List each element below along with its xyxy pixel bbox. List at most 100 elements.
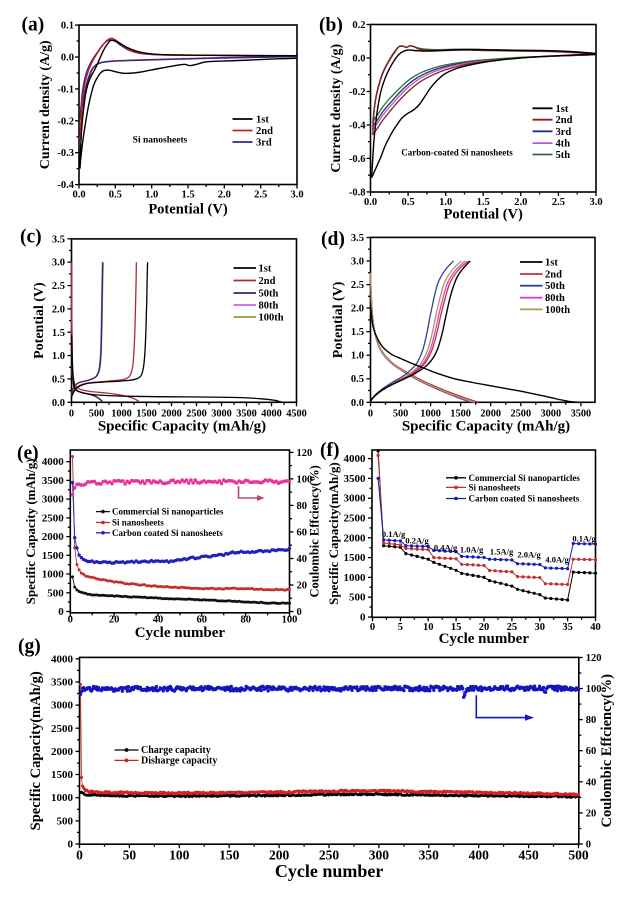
svg-text:Cycle number: Cycle number bbox=[275, 861, 383, 881]
svg-text:80th: 80th bbox=[259, 301, 279, 312]
svg-text:150: 150 bbox=[219, 848, 240, 863]
svg-text:1500: 1500 bbox=[450, 409, 471, 420]
svg-text:(b): (b) bbox=[319, 15, 343, 36]
svg-text:3rd: 3rd bbox=[256, 138, 272, 149]
svg-text:40: 40 bbox=[297, 554, 308, 565]
svg-text:-0.6: -0.6 bbox=[349, 154, 366, 165]
svg-text:4000: 4000 bbox=[344, 453, 367, 465]
svg-text:1.5: 1.5 bbox=[351, 327, 364, 338]
svg-text:1000: 1000 bbox=[51, 792, 74, 804]
svg-text:80: 80 bbox=[297, 501, 308, 512]
svg-text:3000: 3000 bbox=[541, 409, 562, 420]
svg-text:-0.4: -0.4 bbox=[349, 121, 366, 132]
svg-text:Commercial Si nanoparticles: Commercial Si nanoparticles bbox=[112, 507, 224, 517]
svg-text:Charge capacity: Charge capacity bbox=[141, 745, 211, 756]
svg-text:2.5: 2.5 bbox=[52, 281, 65, 292]
svg-text:Coulombic Effciency(%): Coulombic Effciency(%) bbox=[308, 465, 322, 597]
svg-text:20: 20 bbox=[297, 581, 308, 592]
svg-text:100: 100 bbox=[586, 684, 602, 695]
svg-text:0.1: 0.1 bbox=[61, 21, 74, 32]
svg-text:0: 0 bbox=[68, 839, 74, 851]
svg-text:Si nanosheets: Si nanosheets bbox=[133, 136, 188, 146]
svg-text:3000: 3000 bbox=[51, 700, 74, 712]
svg-text:2.5: 2.5 bbox=[254, 190, 267, 201]
svg-text:450: 450 bbox=[518, 848, 539, 863]
svg-text:250: 250 bbox=[319, 848, 340, 863]
svg-text:1000: 1000 bbox=[111, 409, 132, 420]
svg-text:1.0: 1.0 bbox=[145, 190, 158, 201]
svg-text:500: 500 bbox=[349, 592, 366, 604]
svg-text:Specific Capacity (mAh/g): Specific Capacity (mAh/g) bbox=[23, 458, 38, 604]
svg-text:(f): (f) bbox=[320, 440, 339, 461]
svg-text:0.2: 0.2 bbox=[352, 20, 365, 31]
svg-text:2.0A/g: 2.0A/g bbox=[517, 550, 541, 560]
svg-text:Current density (A/g): Current density (A/g) bbox=[329, 43, 344, 172]
svg-text:-0.1: -0.1 bbox=[57, 84, 74, 95]
svg-text:3500: 3500 bbox=[42, 475, 65, 487]
svg-text:500: 500 bbox=[57, 815, 74, 827]
svg-text:0.5: 0.5 bbox=[52, 374, 65, 385]
svg-text:1500: 1500 bbox=[136, 409, 157, 420]
svg-text:0.5: 0.5 bbox=[109, 190, 122, 201]
svg-text:40: 40 bbox=[153, 615, 164, 626]
svg-text:0.5: 0.5 bbox=[351, 374, 364, 385]
svg-text:(e): (e) bbox=[17, 443, 39, 464]
svg-text:120: 120 bbox=[297, 448, 313, 459]
svg-text:300: 300 bbox=[369, 848, 390, 863]
svg-text:40: 40 bbox=[590, 622, 601, 633]
svg-text:2500: 2500 bbox=[186, 409, 207, 420]
svg-text:1500: 1500 bbox=[344, 552, 367, 564]
svg-text:Specific Capacity (mAh/g): Specific Capacity (mAh/g) bbox=[98, 419, 266, 435]
svg-text:0.1A/g: 0.1A/g bbox=[382, 529, 406, 539]
svg-text:30: 30 bbox=[535, 622, 546, 633]
svg-text:1.5: 1.5 bbox=[181, 190, 194, 201]
svg-text:0: 0 bbox=[69, 409, 74, 420]
svg-text:Coulombic Effciency(%): Coulombic Effciency(%) bbox=[599, 674, 615, 828]
svg-text:2.0: 2.0 bbox=[218, 190, 231, 201]
svg-text:0.0: 0.0 bbox=[351, 398, 364, 409]
svg-text:3.5: 3.5 bbox=[52, 234, 65, 245]
svg-text:2000: 2000 bbox=[344, 532, 367, 544]
svg-text:2500: 2500 bbox=[344, 513, 367, 525]
svg-text:Potential (V): Potential (V) bbox=[148, 202, 227, 218]
svg-text:0.0: 0.0 bbox=[61, 53, 74, 64]
svg-text:1.5: 1.5 bbox=[477, 197, 490, 208]
svg-text:Potential (V): Potential (V) bbox=[32, 282, 47, 359]
svg-text:100: 100 bbox=[169, 848, 190, 863]
svg-text:80: 80 bbox=[240, 615, 251, 626]
svg-text:2nd: 2nd bbox=[259, 276, 276, 287]
svg-text:Potential (V): Potential (V) bbox=[444, 207, 523, 223]
svg-text:100: 100 bbox=[297, 474, 313, 485]
svg-text:Potential (V): Potential (V) bbox=[331, 281, 346, 358]
svg-text:20: 20 bbox=[109, 615, 120, 626]
svg-text:0.1A/g: 0.1A/g bbox=[572, 534, 596, 544]
svg-text:0.0: 0.0 bbox=[352, 54, 365, 65]
svg-text:20: 20 bbox=[479, 622, 490, 633]
svg-text:3500: 3500 bbox=[51, 677, 74, 689]
svg-text:0.2A/g: 0.2A/g bbox=[405, 536, 429, 546]
svg-text:1.5A/g: 1.5A/g bbox=[490, 547, 514, 557]
svg-text:50th: 50th bbox=[259, 289, 279, 300]
svg-text:-0.2: -0.2 bbox=[349, 87, 366, 98]
svg-text:0: 0 bbox=[370, 622, 375, 633]
svg-text:0: 0 bbox=[368, 409, 373, 420]
svg-text:3000: 3000 bbox=[42, 494, 65, 506]
svg-text:120: 120 bbox=[586, 653, 602, 664]
svg-text:2500: 2500 bbox=[51, 723, 74, 735]
svg-text:Carbon-coated Si nanosheets: Carbon-coated Si nanosheets bbox=[401, 148, 513, 158]
svg-text:60: 60 bbox=[297, 527, 308, 538]
svg-text:4.0A/g: 4.0A/g bbox=[545, 555, 569, 565]
svg-text:500: 500 bbox=[47, 587, 64, 599]
svg-text:200: 200 bbox=[269, 848, 290, 863]
svg-text:3.0: 3.0 bbox=[52, 258, 65, 269]
svg-text:(d): (d) bbox=[321, 229, 345, 250]
svg-text:1.0A/g: 1.0A/g bbox=[460, 545, 484, 555]
svg-text:Commercial Si nanoparticles: Commercial Si nanoparticles bbox=[469, 473, 581, 483]
svg-text:100: 100 bbox=[282, 615, 298, 626]
svg-text:Disharge capacity: Disharge capacity bbox=[141, 756, 217, 767]
svg-text:20: 20 bbox=[586, 808, 597, 819]
svg-text:0: 0 bbox=[68, 615, 73, 626]
svg-text:50: 50 bbox=[123, 848, 137, 863]
svg-text:500: 500 bbox=[568, 848, 589, 863]
svg-text:-0.2: -0.2 bbox=[57, 116, 74, 127]
